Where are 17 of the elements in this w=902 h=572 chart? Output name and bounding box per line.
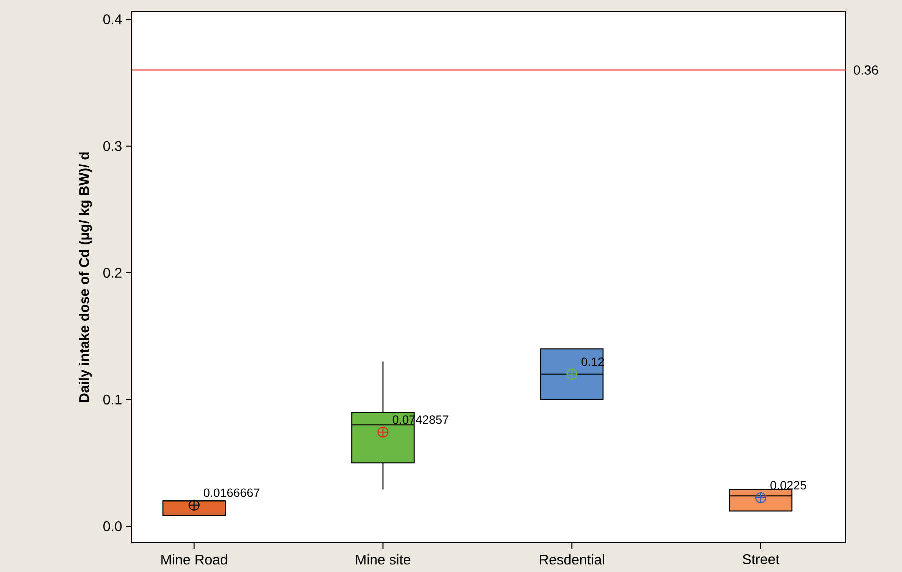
point <box>756 492 766 504</box>
y-tick-label: 0.4 <box>104 14 122 25</box>
y-tick-label: 0.2 <box>104 268 122 278</box>
data-label: 0.0225 <box>770 481 806 490</box>
ref-line-label: 0.36 <box>854 66 878 75</box>
x-tick-label: Mine Road <box>162 554 228 565</box>
y-axis-title: Daily intake dose of Cd (µg/ kg BW)/ d <box>79 152 92 402</box>
x-tick-label: Resdential <box>540 554 604 565</box>
y-tick-label: 0.3 <box>104 141 122 152</box>
data-label: 0.0166667 <box>204 488 260 498</box>
y-tick-label: 0.0 <box>104 522 122 532</box>
point <box>378 426 389 438</box>
point <box>188 500 200 511</box>
point <box>566 368 578 380</box>
x-tick-label: Mine site <box>356 554 411 565</box>
y-tick-label: 0.1 <box>104 394 122 405</box>
x-tick-label: Street <box>742 554 780 564</box>
